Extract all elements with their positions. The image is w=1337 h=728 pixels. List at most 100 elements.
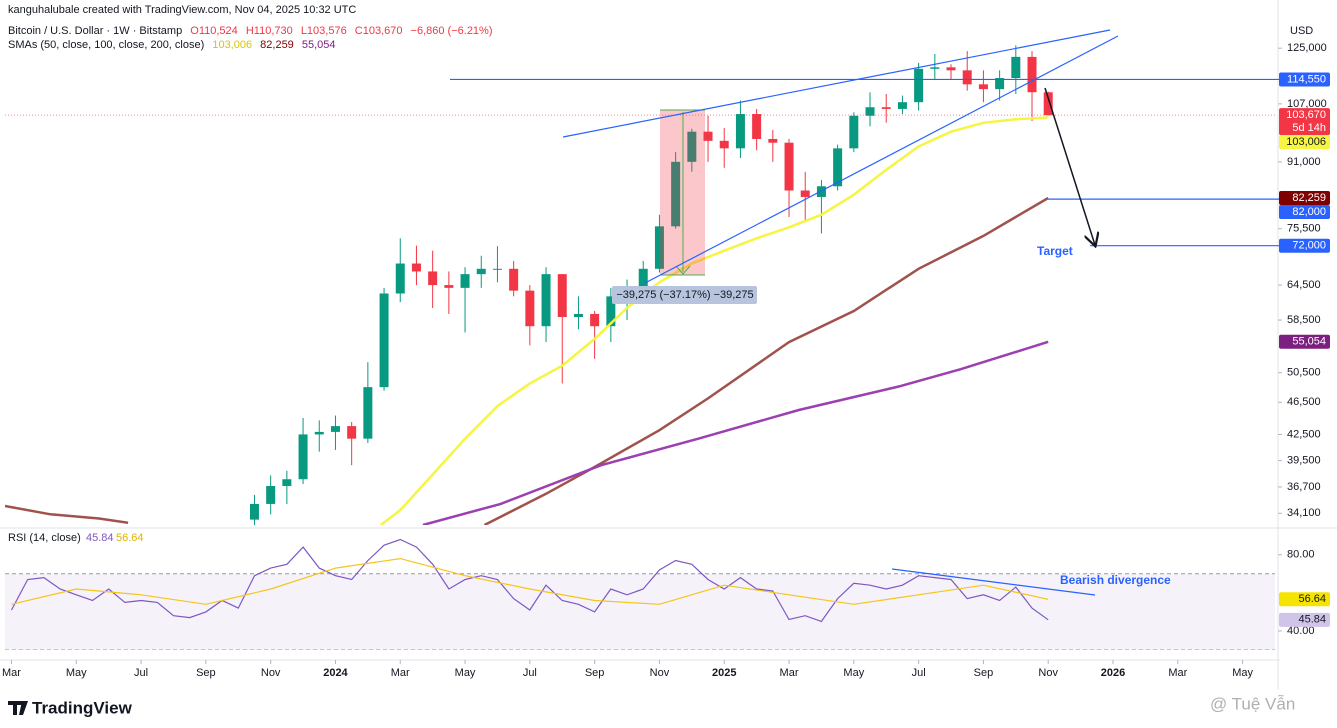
y-tick-label: 80.00 xyxy=(1287,549,1315,561)
candle-body xyxy=(687,131,697,162)
price-tag xyxy=(1279,205,1330,220)
candle-body xyxy=(833,148,843,187)
watermark: @ Tuệ Vẫn xyxy=(1210,694,1295,713)
price-tag-label: 114,550 xyxy=(1287,73,1326,85)
wedge-lower xyxy=(644,35,1119,284)
candle-body xyxy=(476,268,486,275)
x-tick-label: Nov xyxy=(650,667,670,679)
currency: USD xyxy=(1290,25,1313,37)
price-tag-label: 55,054 xyxy=(1292,336,1326,348)
price-tag xyxy=(1279,72,1330,87)
sma-line xyxy=(422,340,1049,525)
rsi-legend-value: 56.64 xyxy=(116,532,144,544)
candle-body xyxy=(573,313,583,317)
sma-value: 103,006 xyxy=(212,39,253,51)
x-tick-label: May xyxy=(455,667,476,679)
x-tick-label: 2025 xyxy=(712,667,736,679)
y-tick-label: 58,500 xyxy=(1287,314,1321,326)
y-tick-label: 125,000 xyxy=(1287,42,1327,54)
candle-body xyxy=(249,503,259,520)
candle-body xyxy=(266,485,276,504)
candle-body xyxy=(606,296,616,327)
price-tag xyxy=(1279,612,1330,627)
rsi-legend-value: 45.84 xyxy=(86,532,114,544)
price-tag-label: 82,259 xyxy=(1292,192,1326,204)
rsi-line xyxy=(10,538,1049,623)
x-tick-label: Mar xyxy=(2,667,21,679)
measure-label-bg xyxy=(612,286,757,304)
candle-body xyxy=(492,268,502,270)
price-tag-label: 72,000 xyxy=(1292,240,1326,252)
y-tick-label: 34,100 xyxy=(1287,507,1321,519)
candle-body xyxy=(541,274,551,327)
candle-body xyxy=(752,114,762,139)
x-tick-label: Sep xyxy=(585,667,605,679)
candle-body xyxy=(1011,56,1021,79)
x-tick-label: Jul xyxy=(134,667,148,679)
candle-body xyxy=(881,107,891,109)
candle-body xyxy=(865,107,875,116)
x-tick-label: Jul xyxy=(912,667,926,679)
candle-body xyxy=(1043,92,1053,116)
price-tag-label: 56.64 xyxy=(1298,593,1326,605)
candle-body xyxy=(719,140,729,149)
candle-body xyxy=(411,263,421,272)
sma-line xyxy=(380,116,1049,525)
x-tick-label: Nov xyxy=(261,667,281,679)
x-tick-label: Jul xyxy=(523,667,537,679)
price-tag xyxy=(1279,592,1330,607)
candle-body xyxy=(995,78,1005,90)
y-tick-label: 46,500 xyxy=(1287,396,1321,408)
candle-body xyxy=(978,84,988,90)
candle-body xyxy=(590,313,600,327)
candle-body xyxy=(654,226,664,269)
price-tag xyxy=(1279,108,1330,136)
change: −6,860 (−6.21%) xyxy=(410,25,493,37)
rsi-band xyxy=(5,573,1275,650)
candle-body xyxy=(330,426,340,432)
credit-line: kanguhalubale created with TradingView.c… xyxy=(8,3,361,17)
y-tick-label: 39,500 xyxy=(1287,455,1321,467)
candle-body xyxy=(363,387,373,439)
price-tag-label: 45.84 xyxy=(1298,614,1326,626)
sma-line xyxy=(5,196,1049,525)
sma-value: 55,054 xyxy=(301,39,336,51)
candle-body xyxy=(460,274,470,288)
symbol-title: Bitcoin / U.S. Dollar · 1W · Bitstamp xyxy=(8,25,183,37)
price-tag xyxy=(1279,238,1330,253)
candle-body xyxy=(914,68,924,103)
candle-body xyxy=(509,268,519,291)
x-tick-label: 2026 xyxy=(1101,667,1125,679)
candle-body xyxy=(800,190,810,197)
rsi-title: RSI (14, close) xyxy=(8,532,81,544)
candle-body xyxy=(557,274,567,317)
y-tick-label: 91,000 xyxy=(1287,156,1321,168)
candle-body xyxy=(962,70,972,85)
ohlc: H110,730 xyxy=(245,25,293,37)
sma-title: SMAs (50, close, 100, close, 200, close) xyxy=(8,39,205,51)
ohlc: L103,576 xyxy=(300,25,347,37)
x-tick-label: Nov xyxy=(1038,667,1058,679)
candle-body xyxy=(379,293,389,388)
price-tag-label: 82,000 xyxy=(1292,206,1326,218)
plot-area xyxy=(5,45,1275,525)
candle-body xyxy=(768,138,778,143)
symbol-line: Bitcoin / U.S. Dollar · 1W · Bitstamp O1… xyxy=(8,24,498,38)
y-tick-label: 36,700 xyxy=(1287,481,1321,493)
candle-body xyxy=(314,431,324,435)
sma-value: 82,259 xyxy=(260,39,294,51)
x-tick-label: 2024 xyxy=(323,667,348,679)
candle-body xyxy=(849,115,859,149)
credit: kanguhalubale created with TradingView.c… xyxy=(8,4,357,16)
y-tick-label: 50,500 xyxy=(1287,367,1321,379)
candle-body xyxy=(444,285,454,288)
candle-body xyxy=(638,268,648,291)
x-tick-label: May xyxy=(66,667,87,679)
ohlc: O110,524 xyxy=(190,25,238,37)
target-label: Target xyxy=(1037,244,1073,258)
divergence-label: Bearish divergence xyxy=(1060,573,1171,587)
candle-body xyxy=(946,67,956,71)
candle-body xyxy=(897,102,907,109)
price-tag-label: 5d 14h xyxy=(1292,122,1326,134)
price-pane: 125,000 107,000 91,000 75,500 64,500 58,500 50… xyxy=(5,42,1330,525)
